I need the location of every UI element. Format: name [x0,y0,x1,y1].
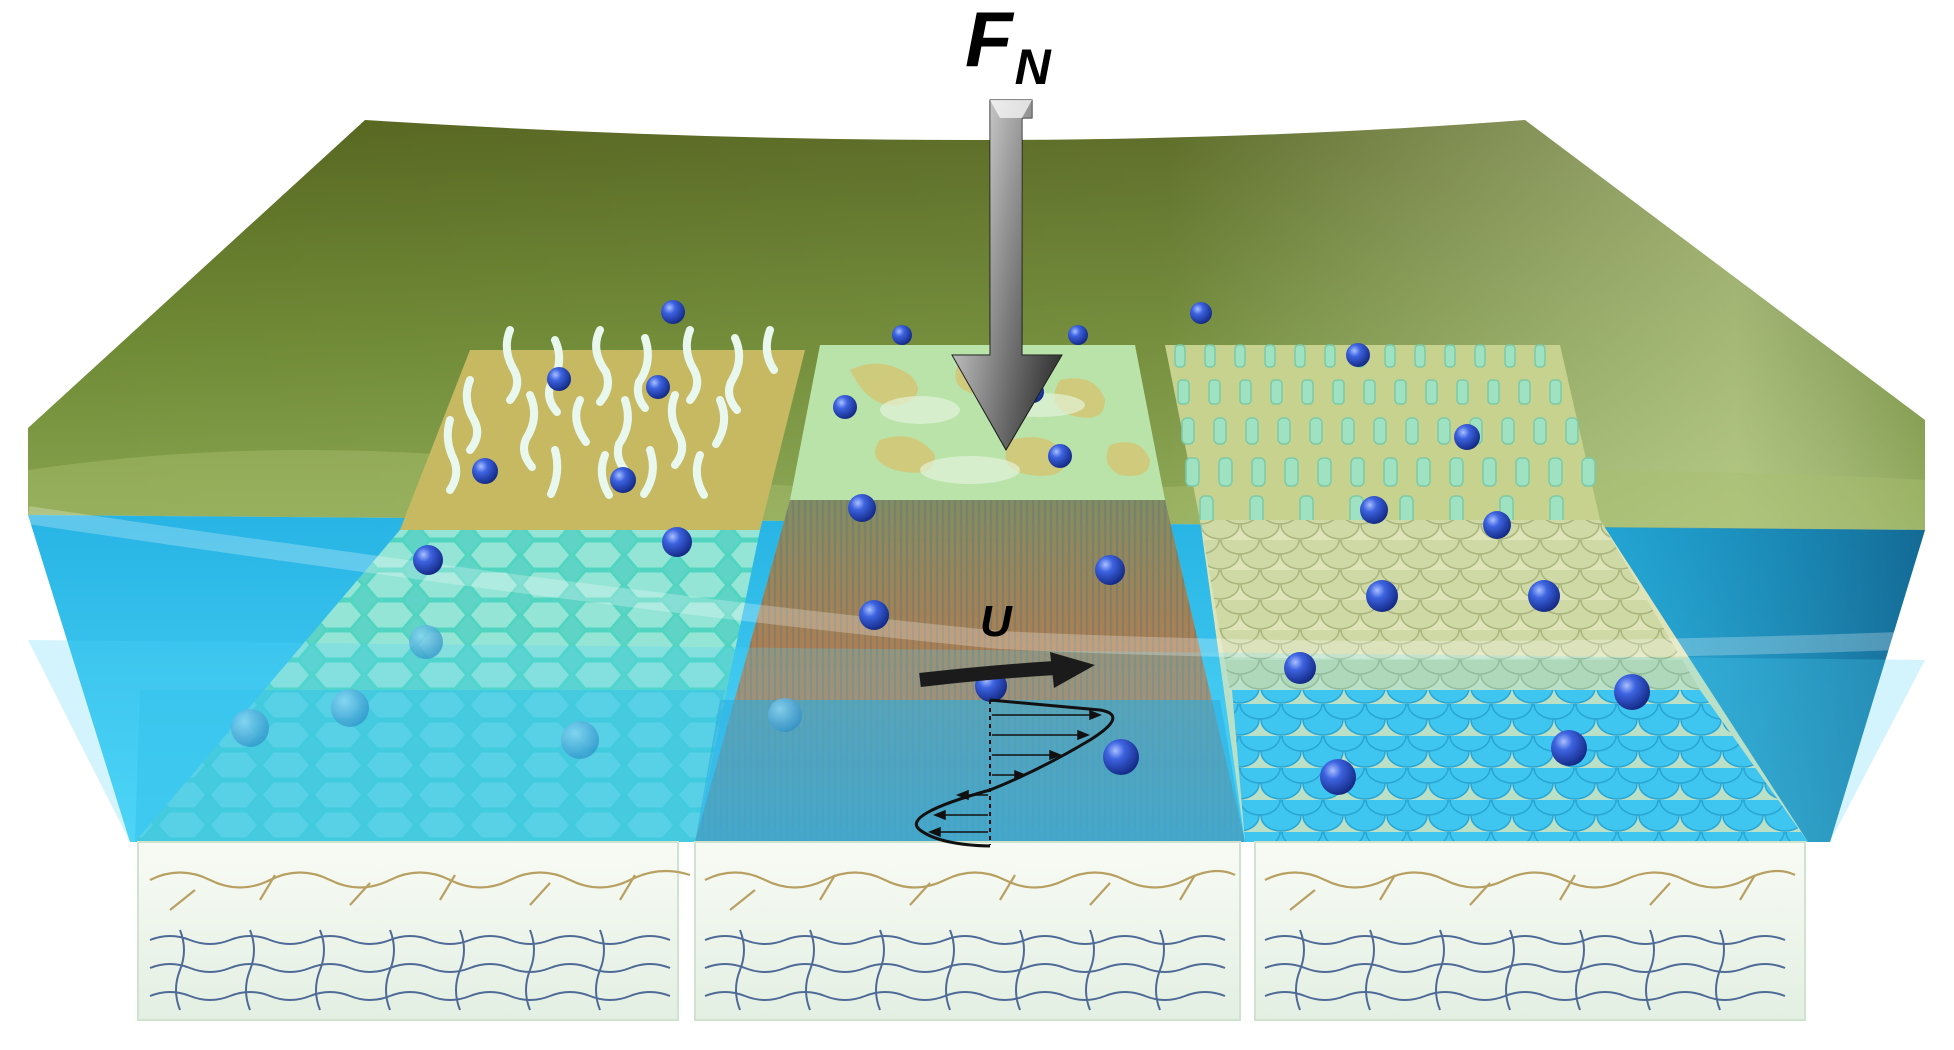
normal-force-label: FN [965,0,1051,92]
substrate [137,841,1806,1021]
panel-scales [1200,520,1808,842]
normal-force-arrow [951,99,1063,451]
polymer-chains-upper [149,869,1796,911]
sliding-velocity-label: U [980,597,1012,646]
substrate-block-right [1254,841,1806,1021]
panel-brushes [400,326,805,530]
polymer-chains-lower [149,929,1786,1011]
panel-smooth-patches [790,345,1165,500]
normal-force-symbol: F [965,0,1013,83]
substrate-block-left [137,841,679,1021]
particles [231,300,1650,795]
normal-force-subscript: N [1014,39,1051,95]
panel-pillar-array [1165,344,1600,525]
sliding-arrow [919,652,1095,688]
velocity-profile [914,698,1115,848]
substrate-block-middle [694,841,1241,1021]
